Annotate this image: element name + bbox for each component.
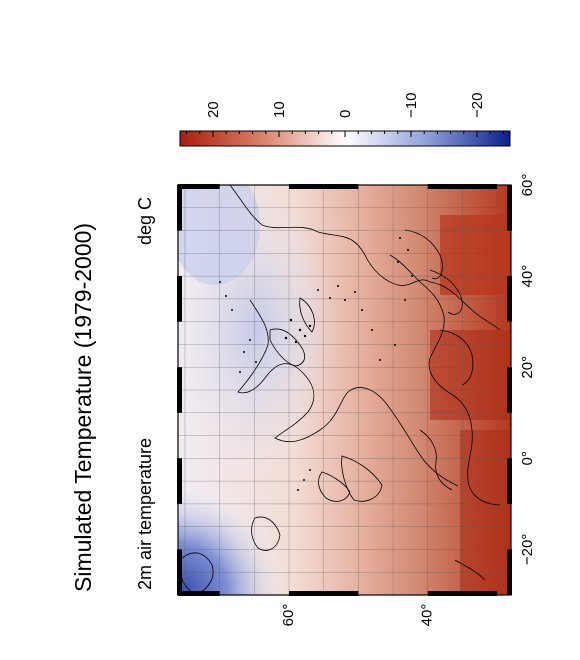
frame-block — [177, 276, 182, 322]
colorbar-tick-label: −10 — [403, 93, 420, 118]
frame-block — [507, 458, 512, 504]
frame-block — [507, 367, 512, 413]
longitude-tick-label: 0° — [519, 451, 536, 465]
longitude-tick-label: 20° — [519, 356, 536, 379]
colorbar-tick-labels: 20 10 0 −10 −20 — [205, 93, 486, 118]
frame-block — [178, 591, 220, 596]
frame-block — [427, 591, 498, 596]
coastlines — [179, 185, 501, 595]
frame-block — [289, 184, 359, 189]
greenland-cold — [178, 480, 288, 595]
longitude-tick-label: 60° — [519, 174, 536, 197]
temperature-field — [178, 185, 511, 595]
colorbar-ticks — [186, 131, 504, 137]
longitude-tick-label: −20° — [519, 534, 536, 565]
frame-block — [178, 184, 220, 189]
latitude-tick-labels: 60° 40° — [280, 604, 436, 627]
frame-block — [177, 185, 182, 231]
colorbar-tick-label: 10 — [271, 101, 288, 118]
map-panel: 60° 40° 20° 0° −20° 60° 40° — [177, 174, 536, 627]
frame-block — [507, 549, 512, 595]
colorbar-tick-label: −20 — [469, 93, 486, 118]
map-frame-ticks — [177, 184, 512, 596]
colorbar: 20 10 0 −10 −20 — [179, 93, 511, 147]
frame-block — [507, 185, 512, 231]
cold-region-ne — [178, 185, 260, 285]
longitude-tick-label: 40° — [519, 265, 536, 288]
frame-block — [177, 367, 182, 413]
frame-block — [177, 458, 182, 504]
longitude-tick-labels: 60° 40° 20° 0° −20° — [519, 174, 536, 566]
frame-block — [427, 184, 498, 189]
latitude-tick-label: 40° — [419, 604, 436, 627]
colorbar-tick-label: 20 — [205, 101, 222, 118]
colorbar-tick-label: 0 — [337, 110, 354, 118]
warm-patch — [430, 330, 510, 420]
warm-patch — [440, 215, 510, 295]
latitude-tick-label: 60° — [280, 604, 297, 627]
frame-block — [507, 276, 512, 322]
frame-block — [177, 549, 182, 595]
frame-block — [289, 591, 359, 596]
graticule — [178, 185, 511, 595]
island-dots — [219, 237, 413, 491]
warm-patch — [460, 430, 510, 595]
